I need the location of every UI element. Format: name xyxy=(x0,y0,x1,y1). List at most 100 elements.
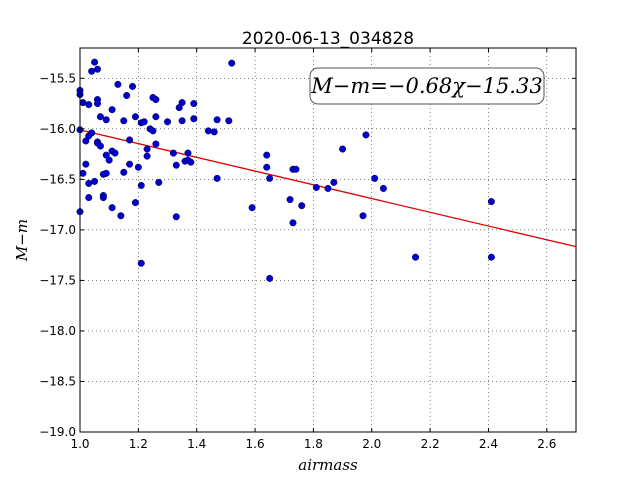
data-point xyxy=(164,118,172,126)
data-point xyxy=(152,113,160,121)
data-point xyxy=(102,169,110,177)
data-point xyxy=(79,99,87,107)
data-point xyxy=(91,58,99,66)
data-point xyxy=(149,127,157,135)
data-point xyxy=(105,156,113,164)
data-point xyxy=(140,118,148,126)
plot-frame xyxy=(79,47,577,433)
data-point xyxy=(292,165,300,173)
data-point xyxy=(96,142,104,150)
data-point xyxy=(204,127,212,135)
data-point xyxy=(187,158,195,166)
x-tick-label: 1.6 xyxy=(246,437,265,451)
x-tick-label: 1.2 xyxy=(129,437,148,451)
data-point xyxy=(114,80,122,88)
data-point xyxy=(324,184,332,192)
data-point xyxy=(178,117,186,125)
data-point xyxy=(85,101,93,109)
data-point xyxy=(117,212,125,220)
y-tick-label: −15.5 xyxy=(39,71,76,85)
data-point xyxy=(213,116,221,124)
data-point xyxy=(88,129,96,137)
data-point xyxy=(263,163,271,171)
data-point xyxy=(143,152,151,160)
data-point xyxy=(129,82,137,90)
data-point xyxy=(190,100,198,108)
fit-equation-box: M−m=−0.68χ−15.33 xyxy=(309,67,545,105)
data-point xyxy=(108,106,116,114)
y-axis-label: M−m xyxy=(13,219,31,262)
data-point xyxy=(96,113,104,121)
data-point xyxy=(412,253,420,261)
x-tick-label: 2.2 xyxy=(421,437,440,451)
data-point xyxy=(312,183,320,191)
x-tick-label: 1.4 xyxy=(187,437,206,451)
data-point xyxy=(126,136,134,144)
data-point xyxy=(152,140,160,148)
data-point xyxy=(137,259,145,267)
annotation-box xyxy=(309,67,545,105)
x-tick-label: 1.8 xyxy=(304,437,323,451)
data-point xyxy=(134,163,142,171)
data-point xyxy=(228,59,236,67)
data-point xyxy=(362,131,370,139)
data-point xyxy=(487,253,495,261)
data-point xyxy=(102,116,110,124)
data-point xyxy=(248,204,256,212)
x-axis-label: airmass xyxy=(298,456,358,474)
data-point xyxy=(123,91,131,99)
data-point xyxy=(487,198,495,206)
x-tick-label: 1.0 xyxy=(70,437,89,451)
y-tick-label: −19.0 xyxy=(39,425,76,439)
data-point xyxy=(289,219,297,227)
x-tick-label: 2.0 xyxy=(362,437,381,451)
data-point xyxy=(120,168,128,176)
axis-ticks: 1.0 1.2 1.4 1.6 1.8 2.0 2.2 2.4 2.6 −15.5 −16.0 −16… xyxy=(39,48,576,451)
data-point xyxy=(178,99,186,107)
data-point xyxy=(172,213,180,221)
data-point xyxy=(339,145,347,153)
y-tick-label: −18.0 xyxy=(39,324,76,338)
data-point xyxy=(126,160,134,168)
data-point xyxy=(225,117,233,125)
data-point xyxy=(371,174,379,182)
data-points xyxy=(76,58,495,282)
data-point xyxy=(85,194,93,202)
data-point xyxy=(91,177,99,185)
y-tick-label: −17.0 xyxy=(39,223,76,237)
data-point xyxy=(152,96,160,104)
y-tick-label: −17.5 xyxy=(39,273,76,287)
data-point xyxy=(143,145,151,153)
chart-title: 2020-06-13_034828 xyxy=(242,29,414,49)
data-point xyxy=(213,174,221,182)
data-point xyxy=(298,202,306,210)
data-point xyxy=(379,184,387,192)
data-point xyxy=(190,115,198,123)
y-tick-label: −16.5 xyxy=(39,172,76,186)
data-point xyxy=(99,194,107,202)
data-point xyxy=(330,178,338,186)
data-point xyxy=(169,149,177,157)
grid-lines xyxy=(79,48,576,433)
data-point xyxy=(111,149,119,157)
y-tick-label: −16.0 xyxy=(39,122,76,136)
data-point xyxy=(131,199,139,207)
data-point xyxy=(131,113,139,121)
data-point xyxy=(137,181,145,189)
data-point xyxy=(266,274,274,282)
data-point xyxy=(120,117,128,125)
data-point xyxy=(108,204,116,212)
data-point xyxy=(94,100,102,108)
data-point xyxy=(172,161,180,169)
x-tick-label: 2.6 xyxy=(537,437,556,451)
data-point xyxy=(263,151,271,159)
data-point xyxy=(88,67,96,75)
data-point xyxy=(79,169,87,177)
data-point xyxy=(359,212,367,220)
data-point xyxy=(82,160,90,168)
y-tick-label: −18.5 xyxy=(39,374,76,388)
x-tick-label: 2.4 xyxy=(479,437,498,451)
data-point xyxy=(210,128,218,136)
data-point xyxy=(94,65,102,73)
data-point xyxy=(184,149,192,157)
